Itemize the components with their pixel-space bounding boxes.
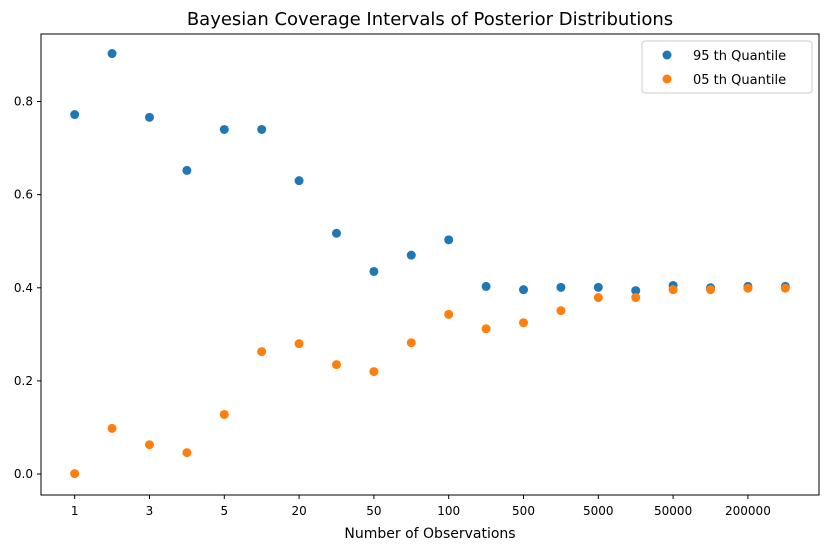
point-95th-quantile [331, 228, 341, 238]
point-95th-quantile [257, 124, 267, 134]
point-95th-quantile [182, 165, 192, 175]
point-95th-quantile [481, 281, 491, 291]
x-tick-label: 50000 [654, 504, 692, 518]
point-05th-quantile [631, 293, 641, 303]
point-05th-quantile [144, 440, 154, 450]
point-05th-quantile [70, 469, 80, 479]
point-95th-quantile [70, 110, 80, 120]
point-05th-quantile [593, 293, 603, 303]
y-tick-label: 0.4 [14, 281, 33, 295]
legend-label-95th: 95 th Quantile [693, 49, 786, 64]
y-tick-label: 0.8 [14, 95, 33, 109]
x-tick-label: 5 [220, 504, 228, 518]
x-tick-label: 1 [71, 504, 79, 518]
y-tick-label: 0.2 [14, 374, 33, 388]
point-05th-quantile [780, 283, 790, 293]
x-tick-label: 50 [366, 504, 381, 518]
plot-area [40, 33, 820, 496]
chart-title: Bayesian Coverage Intervals of Posterior… [187, 9, 673, 30]
legend-label-05th: 05 th Quantile [693, 73, 786, 88]
x-axis: 1 3 5 20 50 100 500 5000 50000 200000 [71, 495, 771, 518]
point-95th-quantile [107, 49, 117, 59]
point-95th-quantile [556, 282, 566, 292]
point-05th-quantile [107, 423, 117, 433]
x-tick-label: 20 [291, 504, 306, 518]
point-05th-quantile [444, 309, 454, 319]
y-axis: 0.0 0.2 0.4 0.6 0.8 [14, 95, 41, 481]
point-05th-quantile [556, 306, 566, 316]
point-05th-quantile [406, 338, 416, 348]
legend-marker-95th [662, 50, 672, 60]
point-05th-quantile [294, 339, 304, 349]
point-95th-quantile [294, 176, 304, 186]
point-05th-quantile [219, 409, 229, 419]
y-tick-label: 0.0 [14, 467, 33, 481]
point-95th-quantile [219, 124, 229, 134]
point-05th-quantile [706, 285, 716, 295]
x-tick-label: 200000 [725, 504, 771, 518]
point-05th-quantile [668, 285, 678, 295]
x-tick-label: 500 [512, 504, 535, 518]
scatter-points [70, 49, 790, 479]
point-95th-quantile [631, 286, 641, 296]
point-05th-quantile [331, 360, 341, 370]
x-tick-label: 3 [146, 504, 154, 518]
y-tick-label: 0.6 [14, 188, 33, 202]
point-05th-quantile [481, 324, 491, 334]
legend-frame [641, 40, 813, 94]
point-95th-quantile [406, 250, 416, 260]
point-05th-quantile [369, 367, 379, 377]
point-05th-quantile [257, 347, 267, 357]
point-95th-quantile [593, 282, 603, 292]
point-95th-quantile [519, 285, 529, 295]
x-axis-label: Number of Observations [344, 526, 515, 542]
x-tick-label: 5000 [583, 504, 614, 518]
point-05th-quantile [182, 448, 192, 458]
point-05th-quantile [519, 318, 529, 328]
x-tick-label: 100 [437, 504, 460, 518]
point-95th-quantile [369, 266, 379, 276]
legend: 95 th Quantile 05 th Quantile [641, 40, 813, 94]
point-95th-quantile [444, 235, 454, 245]
point-05th-quantile [743, 283, 753, 293]
point-95th-quantile [144, 112, 154, 122]
legend-marker-05th [662, 74, 672, 84]
